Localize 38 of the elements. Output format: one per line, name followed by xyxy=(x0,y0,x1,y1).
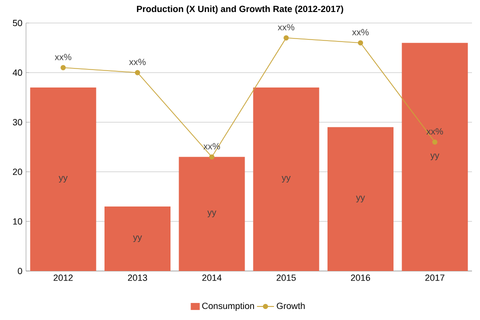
point xyxy=(432,139,438,145)
point xyxy=(284,35,289,40)
data-label: xx% xyxy=(129,58,146,66)
x-tick-label: 2014 xyxy=(202,274,222,281)
legend-label: Growth xyxy=(276,302,305,310)
point xyxy=(134,70,140,76)
point xyxy=(60,65,66,70)
bar xyxy=(253,87,320,271)
data-label: yy xyxy=(356,196,365,202)
bar xyxy=(178,156,245,271)
data-label: yy xyxy=(207,210,216,218)
x-tick-label: 2016 xyxy=(350,274,370,281)
data-label: xx% xyxy=(352,29,369,36)
data-label: xx% xyxy=(426,128,443,135)
y-tick-label: 40 xyxy=(12,69,22,76)
data-label: yy xyxy=(430,154,440,160)
y-tick-label: 20 xyxy=(12,168,22,175)
x-tick-label: 2017 xyxy=(425,274,444,281)
y-tick-label: 30 xyxy=(12,119,22,126)
point xyxy=(209,154,214,160)
point xyxy=(358,40,364,46)
chart-title: Production (X Unit) and Growth Rate (2012-2017) xyxy=(136,6,344,14)
data-label: xx% xyxy=(54,54,72,60)
y-tick-label: 50 xyxy=(12,20,22,26)
data-label: yy xyxy=(133,235,142,242)
data-label: yy xyxy=(58,176,68,183)
x-tick-label: 2012 xyxy=(54,274,73,281)
bar xyxy=(402,42,468,271)
legend-label: Consumption xyxy=(202,302,254,311)
y-tick-label: 0 xyxy=(18,268,22,274)
x-tick-label: 2015 xyxy=(276,274,296,281)
bar xyxy=(328,127,394,271)
data-label: yy xyxy=(282,176,291,183)
x-tick-label: 2013 xyxy=(128,274,148,281)
y-tick-label: 10 xyxy=(13,218,22,225)
bar xyxy=(30,87,96,271)
data-label: xx% xyxy=(278,24,294,30)
bar xyxy=(104,206,170,271)
